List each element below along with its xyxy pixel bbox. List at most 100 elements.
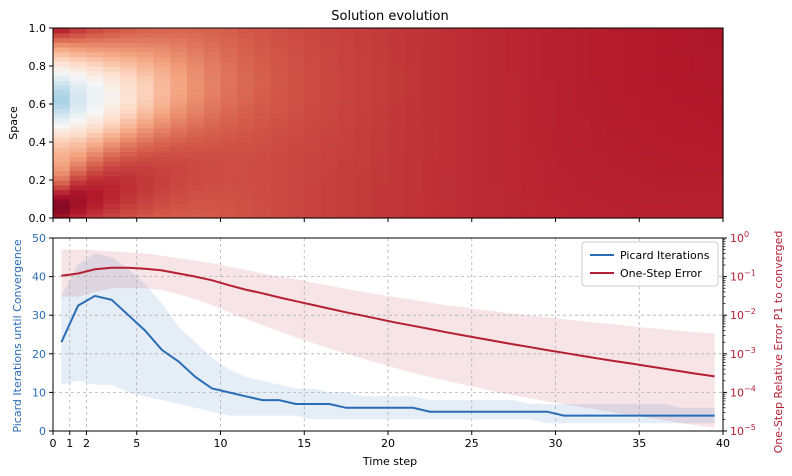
heatmap-cell (153, 99, 171, 105)
heatmap-cell (136, 199, 155, 205)
heatmap-cell (187, 208, 205, 214)
heatmap-cell (187, 61, 205, 67)
heatmap-cell (622, 118, 640, 124)
heatmap-cell (321, 123, 339, 129)
heatmap-cell (337, 142, 356, 148)
heatmap-cell (220, 161, 238, 167)
heatmap-cell (589, 208, 607, 214)
heatmap-cell (287, 70, 305, 77)
heatmap-cell (404, 151, 423, 157)
heatmap-cell (555, 113, 573, 119)
heatmap-cell (103, 161, 121, 167)
heatmap-cell (170, 56, 188, 62)
heatmap-cell (455, 161, 473, 167)
heatmap-cell (287, 32, 305, 39)
x-tick-label: 2 (83, 437, 90, 450)
heatmap-cell (455, 175, 473, 181)
heatmap-cell (388, 37, 406, 43)
heatmap-cell (187, 56, 205, 62)
heatmap-cell (656, 80, 674, 86)
heatmap-cell (505, 132, 523, 138)
heatmap-cell (86, 85, 104, 91)
heatmap-cell (589, 80, 607, 86)
heatmap-cell (170, 189, 188, 195)
heatmap-cell (538, 123, 557, 129)
heatmap-cell (589, 108, 607, 115)
heatmap-cell (639, 47, 657, 53)
heatmap-cell (589, 175, 607, 181)
heatmap-cell (438, 32, 456, 39)
heatmap-cell (622, 161, 640, 167)
heatmap-cell (605, 37, 624, 43)
heatmap-cell (488, 56, 506, 62)
heatmap-cell (371, 184, 389, 191)
heatmap-cell (589, 47, 607, 53)
heatmap-cell (488, 113, 506, 119)
heatmap-cell (220, 180, 238, 186)
heatmap-cell (337, 37, 356, 43)
heatmap-cell (605, 89, 624, 96)
heatmap-cell (488, 80, 506, 86)
heatmap-cell (555, 203, 573, 210)
heatmap-cell (120, 85, 138, 91)
heatmap-cell (337, 56, 356, 62)
heatmap-cell (53, 61, 71, 67)
heatmap-cell (404, 189, 423, 195)
heatmap-cell (304, 175, 322, 181)
heatmap-cell (354, 89, 372, 96)
heatmap-cell (522, 199, 540, 205)
heatmap-cell (455, 37, 473, 43)
heatmap-cell (555, 108, 573, 115)
heatmap-cell (455, 70, 473, 77)
heatmap-cell (270, 42, 289, 48)
heatmap-cell (404, 104, 423, 110)
heatmap-cell (304, 80, 322, 86)
heatmap-cell (254, 56, 272, 62)
heatmap-cell (203, 99, 222, 105)
heatmap-cell (538, 156, 557, 162)
heatmap-cell (421, 113, 439, 119)
heatmap-cell (555, 180, 573, 186)
heatmap-cell (170, 75, 188, 81)
heatmap-cell (639, 184, 657, 191)
heatmap-cell (555, 213, 573, 219)
heatmap-cell (136, 104, 155, 110)
heatmap-cell (589, 146, 607, 153)
heatmap-cell (555, 75, 573, 81)
heatmap-cell (622, 28, 640, 34)
heatmap-cell (120, 80, 138, 86)
heatmap-cell (605, 61, 624, 67)
heatmap-cell (103, 213, 121, 219)
left-y-tick-label: 10 (32, 386, 46, 399)
heatmap-cell (86, 203, 104, 210)
heatmap-cell (103, 42, 121, 48)
heatmap-cell (421, 184, 439, 191)
heatmap-cell (421, 51, 439, 58)
heatmap-cell (371, 61, 389, 67)
heatmap-cell (321, 194, 339, 200)
heatmap-cell (622, 123, 640, 129)
heatmap-cell (388, 199, 406, 205)
heatmap-cell (254, 108, 272, 115)
heatmap-cell (421, 89, 439, 96)
heatmap-cell (538, 180, 557, 186)
heatmap-cell (153, 151, 171, 157)
heatmap-cell (371, 28, 389, 34)
heatmap-cell (120, 213, 138, 219)
heatmap-cell (53, 175, 71, 181)
heatmap-cell (371, 180, 389, 186)
heatmap-cell (69, 70, 88, 77)
heatmap-cell (86, 32, 104, 39)
heatmap-cell (153, 28, 171, 34)
heatmap-cell (622, 208, 640, 214)
heatmap-cell (589, 194, 607, 200)
heatmap-cell (672, 123, 691, 129)
heatmap-cell (622, 94, 640, 100)
heatmap-cell (522, 56, 540, 62)
heatmap-cell (656, 127, 674, 134)
heatmap-cell (321, 51, 339, 58)
heatmap-cell (203, 180, 222, 186)
heatmap-cell (153, 127, 171, 134)
heatmap-cell (120, 165, 138, 172)
heatmap-cell (237, 132, 255, 138)
